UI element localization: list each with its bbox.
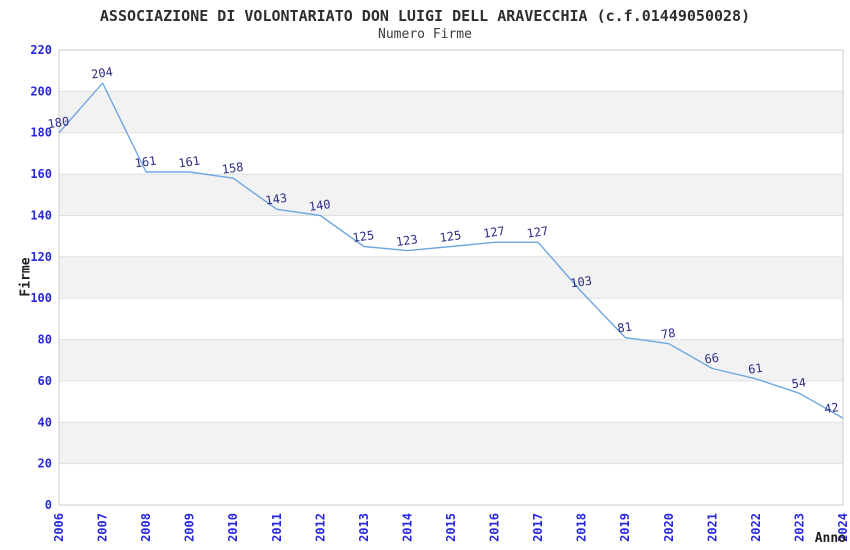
x-tick-label: 2008 (139, 513, 153, 542)
data-label: 78 (660, 326, 676, 342)
data-label: 42 (823, 400, 839, 416)
data-label: 66 (704, 351, 720, 367)
plot-band (59, 256, 843, 299)
plot-band (59, 132, 843, 175)
data-label: 204 (90, 65, 113, 82)
series-line (58, 82, 844, 419)
chart-title: ASSOCIAZIONE DI VOLONTARIATO DON LUIGI D… (99, 7, 751, 25)
y-tick-label: 60 (38, 374, 52, 388)
x-tick-label: 2023 (792, 513, 806, 542)
y-tick-label: 80 (38, 332, 52, 346)
x-tick-label: 2013 (357, 513, 371, 542)
data-label: 125 (352, 228, 375, 245)
y-tick-label: 160 (30, 167, 52, 181)
x-tick-label: 2019 (618, 513, 632, 542)
x-tick-label: 2009 (183, 513, 197, 542)
data-label: 125 (439, 228, 462, 245)
x-tick-label: 2014 (400, 513, 414, 542)
data-label: 54 (791, 375, 807, 391)
plot-band (59, 422, 843, 464)
x-tick-label: 2010 (226, 513, 240, 542)
y-tick-label: 100 (30, 291, 52, 305)
y-tick-label: 120 (30, 250, 52, 264)
y-tick-label: 0 (45, 498, 52, 512)
y-tick-label: 220 (30, 43, 52, 57)
data-label: 158 (221, 160, 244, 177)
plot-band (59, 339, 843, 381)
x-tick-label: 2017 (531, 513, 545, 542)
plot-band (59, 463, 843, 505)
x-axis-title: Anno (815, 531, 846, 546)
plot-border (58, 49, 844, 506)
data-label: 143 (265, 191, 288, 208)
x-tick-label: 2020 (662, 513, 676, 542)
plot-band (59, 174, 843, 216)
x-tick-label: 2011 (270, 513, 284, 542)
x-tick-label: 2016 (488, 513, 502, 542)
x-tick-label: 2021 (705, 513, 719, 542)
plot-band (59, 50, 843, 92)
chart-subtitle: Numero Firme (378, 27, 472, 42)
x-tick-label: 2007 (96, 513, 110, 542)
plot-band (59, 215, 843, 257)
data-label: 123 (395, 232, 418, 249)
y-axis-title: Firme (18, 257, 33, 296)
x-tick-label: 2012 (313, 513, 327, 542)
x-tick-label: 2015 (444, 513, 458, 542)
data-label: 103 (569, 274, 592, 291)
y-tick-label: 200 (30, 84, 52, 98)
plot-band (59, 91, 843, 133)
x-tick-label: 2024 (836, 513, 850, 542)
plot-band (59, 380, 843, 423)
data-label: 161 (134, 154, 157, 171)
y-tick-label: 140 (30, 208, 52, 222)
data-label: 180 (47, 114, 70, 131)
x-tick-label: 2018 (575, 513, 589, 542)
y-tick-label: 180 (30, 126, 52, 140)
y-tick-label: 20 (38, 457, 52, 471)
data-label: 140 (308, 197, 331, 214)
plot-band (59, 298, 843, 340)
data-label: 161 (177, 154, 200, 171)
data-label: 127 (482, 224, 505, 241)
data-label: 127 (526, 224, 549, 241)
x-tick-label: 2022 (749, 513, 763, 542)
y-tick-label: 40 (38, 415, 52, 429)
data-label: 81 (617, 320, 633, 336)
data-label: 61 (747, 361, 763, 377)
x-tick-label: 2006 (52, 513, 66, 542)
